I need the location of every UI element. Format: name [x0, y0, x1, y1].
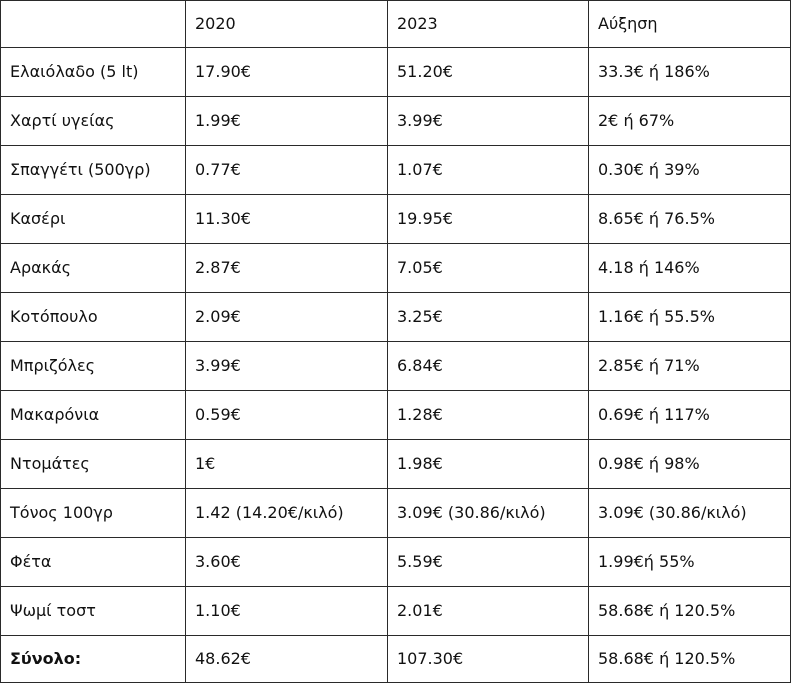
table-row: Μακαρόνια 0.59€ 1.28€ 0.69€ ή 117% — [0, 390, 791, 440]
cell-increase: 1.99€ή 55% — [588, 537, 791, 587]
cell-increase: 33.3€ ή 186% — [588, 47, 791, 97]
header-cell-2023: 2023 — [387, 0, 589, 48]
total-row: Σύνολο: 48.62€ 107.30€ 58.68€ ή 120.5% — [0, 635, 791, 683]
cell-price-2023: 2.01€ — [387, 586, 589, 636]
table-row: Φέτα 3.60€ 5.59€ 1.99€ή 55% — [0, 537, 791, 587]
table-row: Κασέρι 11.30€ 19.95€ 8.65€ ή 76.5% — [0, 194, 791, 244]
cell-increase: 2€ ή 67% — [588, 96, 791, 146]
cell-price-2023: 1.28€ — [387, 390, 589, 440]
cell-item: Αρακάς — [0, 243, 186, 293]
total-cell-increase: 58.68€ ή 120.5% — [588, 635, 791, 683]
cell-increase: 0.98€ ή 98% — [588, 439, 791, 489]
table-row: Κοτόπουλο 2.09€ 3.25€ 1.16€ ή 55.5% — [0, 292, 791, 342]
cell-item: Κασέρι — [0, 194, 186, 244]
cell-price-2023: 51.20€ — [387, 47, 589, 97]
cell-price-2020: 1.42 (14.20€/κιλό) — [185, 488, 388, 538]
table-row: Αρακάς 2.87€ 7.05€ 4.18 ή 146% — [0, 243, 791, 293]
table-row: Ψωμί τοστ 1.10€ 2.01€ 58.68€ ή 120.5% — [0, 586, 791, 636]
header-cell-2020: 2020 — [185, 0, 388, 48]
table-row: Χαρτί υγείας 1.99€ 3.99€ 2€ ή 67% — [0, 96, 791, 146]
cell-price-2020: 3.99€ — [185, 341, 388, 391]
cell-increase: 2.85€ ή 71% — [588, 341, 791, 391]
cell-item: Μακαρόνια — [0, 390, 186, 440]
cell-increase: 0.30€ ή 39% — [588, 145, 791, 195]
cell-price-2020: 1.10€ — [185, 586, 388, 636]
cell-price-2020: 0.59€ — [185, 390, 388, 440]
table-row: Ελαιόλαδο (5 lt) 17.90€ 51.20€ 33.3€ ή 186% — [0, 47, 791, 97]
cell-item: Μπριζόλες — [0, 341, 186, 391]
cell-increase: 8.65€ ή 76.5% — [588, 194, 791, 244]
table-row: Μπριζόλες 3.99€ 6.84€ 2.85€ ή 71% — [0, 341, 791, 391]
cell-increase: 58.68€ ή 120.5% — [588, 586, 791, 636]
cell-item: Χαρτί υγείας — [0, 96, 186, 146]
cell-increase: 1.16€ ή 55.5% — [588, 292, 791, 342]
header-cell-increase: Αύξηση — [588, 0, 791, 48]
cell-item: Ψωμί τοστ — [0, 586, 186, 636]
cell-item: Ελαιόλαδο (5 lt) — [0, 47, 186, 97]
table-row: Ντομάτες 1€ 1.98€ 0.98€ ή 98% — [0, 439, 791, 489]
cell-price-2023: 7.05€ — [387, 243, 589, 293]
cell-price-2020: 1.99€ — [185, 96, 388, 146]
cell-price-2023: 1.07€ — [387, 145, 589, 195]
total-cell-price-2020: 48.62€ — [185, 635, 388, 683]
cell-increase: 3.09€ (30.86/κιλό) — [588, 488, 791, 538]
cell-price-2020: 2.87€ — [185, 243, 388, 293]
cell-price-2020: 1€ — [185, 439, 388, 489]
cell-item: Φέτα — [0, 537, 186, 587]
header-row: 2020 2023 Αύξηση — [0, 0, 791, 48]
cell-increase: 0.69€ ή 117% — [588, 390, 791, 440]
header-cell-item — [0, 0, 186, 48]
cell-price-2023: 3.25€ — [387, 292, 589, 342]
cell-increase: 4.18 ή 146% — [588, 243, 791, 293]
cell-item: Σπαγγέτι (500γρ) — [0, 145, 186, 195]
cell-item: Ντομάτες — [0, 439, 186, 489]
cell-item: Κοτόπουλο — [0, 292, 186, 342]
cell-price-2020: 3.60€ — [185, 537, 388, 587]
total-cell-price-2023: 107.30€ — [387, 635, 589, 683]
table-row: Σπαγγέτι (500γρ) 0.77€ 1.07€ 0.30€ ή 39% — [0, 145, 791, 195]
cell-price-2020: 0.77€ — [185, 145, 388, 195]
cell-price-2023: 3.99€ — [387, 96, 589, 146]
table-row: Τόνος 100γρ 1.42 (14.20€/κιλό) 3.09€ (30.8… — [0, 488, 791, 538]
cell-price-2020: 17.90€ — [185, 47, 388, 97]
total-cell-item: Σύνολο: — [0, 635, 186, 683]
cell-price-2023: 3.09€ (30.86/κιλό) — [387, 488, 589, 538]
cell-price-2023: 5.59€ — [387, 537, 589, 587]
cell-price-2020: 2.09€ — [185, 292, 388, 342]
cell-price-2020: 11.30€ — [185, 194, 388, 244]
cell-item: Τόνος 100γρ — [0, 488, 186, 538]
cell-price-2023: 6.84€ — [387, 341, 589, 391]
cell-price-2023: 1.98€ — [387, 439, 589, 489]
cell-price-2023: 19.95€ — [387, 194, 589, 244]
